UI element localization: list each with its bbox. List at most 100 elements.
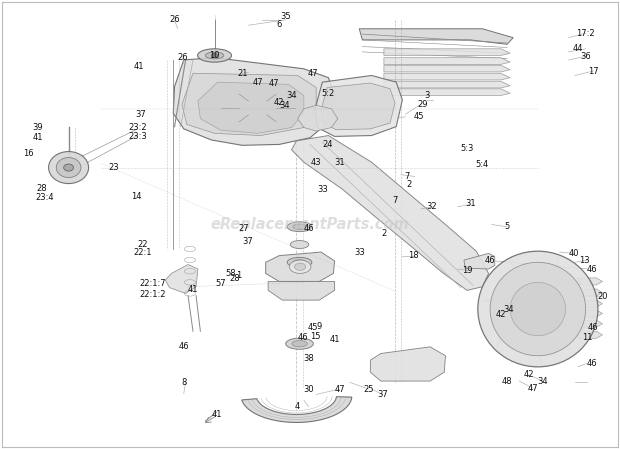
Polygon shape bbox=[578, 310, 603, 317]
Ellipse shape bbox=[287, 222, 312, 232]
Text: 25: 25 bbox=[363, 385, 374, 394]
Text: 23:4: 23:4 bbox=[36, 194, 55, 202]
Text: 22:1:7: 22:1:7 bbox=[140, 279, 166, 288]
Ellipse shape bbox=[198, 49, 231, 62]
Text: 33: 33 bbox=[354, 247, 365, 256]
Text: 23:3: 23:3 bbox=[128, 132, 147, 141]
Polygon shape bbox=[298, 105, 338, 131]
Text: 26: 26 bbox=[177, 53, 188, 62]
Polygon shape bbox=[578, 320, 603, 327]
Text: 32: 32 bbox=[427, 202, 437, 211]
Text: 42: 42 bbox=[495, 310, 506, 319]
Text: 22:1: 22:1 bbox=[133, 247, 152, 256]
Ellipse shape bbox=[290, 241, 309, 248]
Text: 2: 2 bbox=[381, 229, 386, 238]
Ellipse shape bbox=[290, 260, 311, 273]
Text: 16: 16 bbox=[23, 149, 33, 158]
Ellipse shape bbox=[293, 224, 306, 229]
Polygon shape bbox=[384, 89, 510, 96]
Text: 7: 7 bbox=[392, 195, 397, 205]
Ellipse shape bbox=[205, 52, 224, 59]
Text: 47: 47 bbox=[269, 79, 280, 88]
Text: 57: 57 bbox=[215, 279, 226, 288]
Text: 34: 34 bbox=[279, 101, 290, 110]
Text: 22: 22 bbox=[137, 240, 148, 249]
Text: 41: 41 bbox=[188, 285, 198, 294]
Ellipse shape bbox=[294, 263, 306, 270]
Text: 9: 9 bbox=[317, 322, 322, 331]
Text: 36: 36 bbox=[580, 52, 591, 61]
Text: 44: 44 bbox=[573, 44, 583, 53]
Ellipse shape bbox=[292, 341, 308, 347]
Text: 5: 5 bbox=[505, 222, 510, 231]
Text: 42: 42 bbox=[523, 370, 534, 379]
Polygon shape bbox=[578, 278, 603, 285]
Polygon shape bbox=[173, 57, 335, 145]
Polygon shape bbox=[578, 300, 603, 307]
Text: 46: 46 bbox=[484, 256, 495, 265]
Polygon shape bbox=[359, 29, 513, 44]
Text: 46: 46 bbox=[298, 334, 308, 343]
Text: 5:4: 5:4 bbox=[476, 160, 489, 169]
Ellipse shape bbox=[293, 260, 306, 265]
Text: 34: 34 bbox=[538, 377, 548, 386]
Text: eReplacementParts.com: eReplacementParts.com bbox=[211, 217, 409, 232]
Ellipse shape bbox=[478, 251, 598, 367]
Text: 45: 45 bbox=[413, 112, 423, 121]
Text: 37: 37 bbox=[135, 110, 146, 119]
Text: 17: 17 bbox=[588, 66, 598, 75]
Text: 5:3: 5:3 bbox=[460, 145, 474, 154]
Text: 14: 14 bbox=[131, 193, 141, 202]
Polygon shape bbox=[198, 82, 304, 133]
Text: 33: 33 bbox=[317, 185, 328, 194]
Text: 5:2: 5:2 bbox=[322, 89, 335, 98]
Text: 11: 11 bbox=[582, 334, 592, 343]
Polygon shape bbox=[578, 331, 603, 339]
Text: 27: 27 bbox=[238, 224, 249, 233]
Text: 28: 28 bbox=[229, 274, 240, 283]
Text: 18: 18 bbox=[408, 251, 419, 260]
Polygon shape bbox=[242, 397, 352, 423]
Ellipse shape bbox=[48, 152, 89, 184]
Text: 13: 13 bbox=[578, 255, 590, 264]
Text: 7: 7 bbox=[405, 172, 410, 181]
Text: 37: 37 bbox=[378, 390, 388, 399]
Text: 26: 26 bbox=[169, 15, 180, 24]
Text: 48: 48 bbox=[502, 377, 512, 386]
Text: 28: 28 bbox=[37, 185, 47, 194]
Polygon shape bbox=[265, 252, 335, 282]
Ellipse shape bbox=[286, 338, 313, 349]
Text: 37: 37 bbox=[242, 237, 252, 246]
Text: 58: 58 bbox=[226, 269, 236, 278]
Polygon shape bbox=[384, 57, 510, 64]
Text: 41: 41 bbox=[211, 410, 221, 419]
Text: 30: 30 bbox=[303, 385, 314, 394]
Text: 46: 46 bbox=[179, 342, 189, 351]
Text: 47: 47 bbox=[528, 384, 538, 393]
Polygon shape bbox=[315, 75, 402, 136]
Text: 38: 38 bbox=[303, 354, 314, 363]
Polygon shape bbox=[578, 289, 603, 296]
Text: 15: 15 bbox=[309, 332, 320, 341]
Polygon shape bbox=[291, 136, 489, 291]
Text: 34: 34 bbox=[503, 304, 513, 313]
Polygon shape bbox=[268, 282, 335, 300]
Text: 24: 24 bbox=[322, 140, 332, 149]
Text: 8: 8 bbox=[181, 378, 187, 387]
Text: 17:2: 17:2 bbox=[577, 29, 595, 38]
Text: 31: 31 bbox=[465, 199, 476, 208]
Text: 4: 4 bbox=[295, 402, 300, 411]
Text: 47: 47 bbox=[252, 78, 263, 87]
Text: 41: 41 bbox=[133, 62, 144, 71]
Polygon shape bbox=[182, 73, 316, 136]
Text: 22:1:2: 22:1:2 bbox=[140, 291, 166, 299]
Text: 1: 1 bbox=[237, 271, 242, 280]
Ellipse shape bbox=[490, 262, 585, 356]
Text: 46: 46 bbox=[303, 224, 314, 233]
Text: 21: 21 bbox=[237, 69, 247, 78]
Text: 29: 29 bbox=[417, 100, 428, 109]
Text: 23:2: 23:2 bbox=[128, 123, 147, 132]
Text: 39: 39 bbox=[32, 123, 43, 132]
Text: 34: 34 bbox=[286, 91, 297, 100]
Text: 23: 23 bbox=[109, 163, 120, 172]
